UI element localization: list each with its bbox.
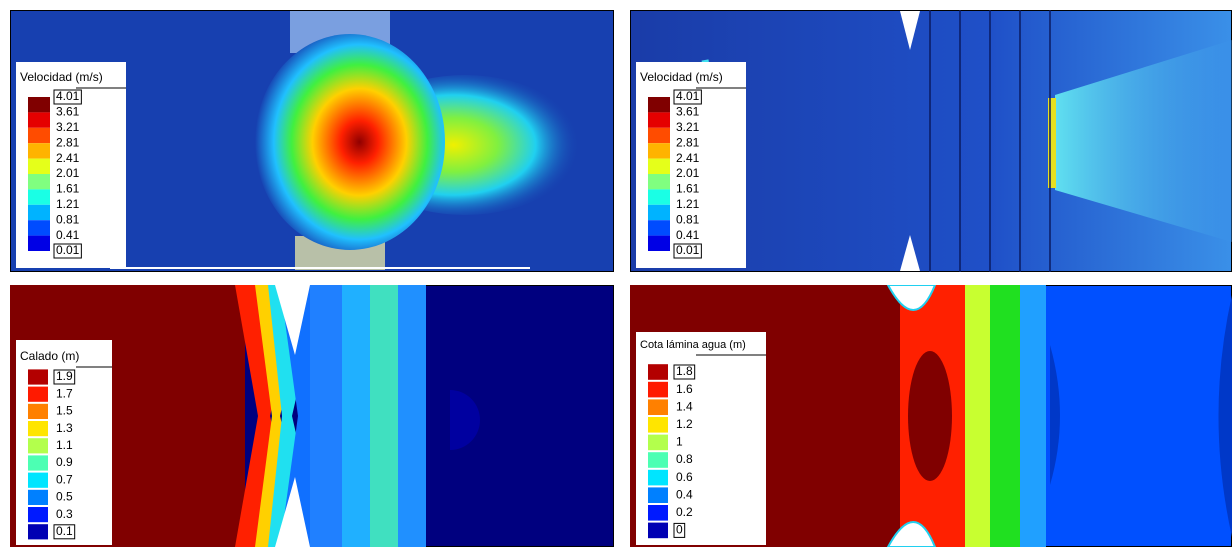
legend-label: 1.21 — [676, 197, 700, 211]
legend-label: 0.01 — [56, 243, 80, 257]
legend-swatch — [28, 455, 48, 471]
legend-label: 0.81 — [56, 212, 80, 226]
legend-label: 1.4 — [676, 399, 693, 413]
legend-label: 2.41 — [56, 151, 80, 165]
velocity-map-b: Velocidad (m/s) 4.01 3.613.212.81 2.412.01 1… — [630, 10, 1232, 272]
legend-swatch — [28, 112, 50, 128]
legend-label: 0.81 — [676, 212, 700, 226]
legend-swatch — [28, 524, 48, 540]
legend-swatch — [28, 143, 50, 159]
legend-swatch — [648, 143, 670, 159]
legend-label: 3.21 — [56, 120, 80, 134]
label-box — [673, 243, 702, 259]
legend-swatch — [648, 189, 670, 205]
legend-label: 1.21 — [56, 197, 80, 211]
legend-title: Cota lámina agua (m) — [640, 339, 746, 351]
legend-label: 0 — [676, 523, 683, 537]
legend-label: 1.61 — [56, 182, 80, 196]
water-level-map: Cota lámina agua (m) 1.8 1.6 1.4 1.2 1 0.8 0.6 0… — [630, 285, 1232, 547]
legend-swatch — [28, 438, 48, 454]
legend-label: 1.61 — [676, 182, 700, 196]
legend-swatch — [28, 472, 48, 488]
legend-label: 1.9 — [56, 369, 73, 383]
legend-swatch — [648, 522, 668, 539]
legend-label: 0.41 — [56, 228, 80, 242]
legend-swatch — [648, 399, 668, 415]
legend-swatch — [28, 386, 48, 402]
legend-swatch — [28, 189, 50, 205]
legend-label: 1.1 — [56, 438, 73, 452]
legend-label: 2.81 — [56, 135, 80, 149]
velocity-map-a: Velocidad (m/s) 4.01 3.613.212.81 2.412.01 1… — [10, 10, 614, 272]
legend-swatch — [648, 158, 670, 174]
legend-title: Velocidad (m/s) — [640, 70, 723, 84]
legend-swatch — [648, 112, 670, 128]
legend-label: 0.2 — [676, 505, 693, 519]
legend-swatch — [28, 489, 48, 505]
legend-swatch — [648, 381, 668, 398]
legend-label: 1.7 — [56, 386, 73, 400]
label-box — [53, 243, 82, 259]
legend-title: Calado (m) — [20, 349, 79, 363]
legend-label: 1.3 — [56, 421, 73, 435]
legend-label: 0.8 — [676, 452, 693, 466]
legend-label: 0.4 — [676, 487, 693, 501]
legend-label: 1 — [676, 435, 683, 449]
legend-swatch — [28, 235, 50, 251]
legend-swatch — [648, 469, 668, 486]
legend-swatch — [648, 174, 670, 190]
legend-label: 2.81 — [676, 135, 700, 149]
legend-swatch — [28, 421, 48, 437]
legend-swatch — [648, 452, 668, 468]
legend-swatch — [28, 127, 50, 144]
legend-label: 2.01 — [676, 166, 700, 180]
label-box — [53, 524, 76, 540]
label-box — [53, 369, 76, 385]
legend-swatch — [648, 434, 668, 451]
label-box — [673, 364, 696, 380]
legend-label: 0.01 — [676, 243, 700, 257]
legend-label: 3.61 — [676, 105, 700, 119]
legend-swatch — [28, 369, 48, 385]
legend-label: 3.21 — [676, 120, 700, 134]
legend-label: 1.8 — [676, 364, 693, 378]
label-box — [673, 522, 686, 538]
legend-label: 0.1 — [56, 524, 73, 538]
legend-swatch — [648, 235, 670, 251]
legend-label: 4.01 — [676, 89, 700, 103]
legend-label: 1.6 — [676, 382, 693, 396]
legend-swatch — [28, 158, 50, 174]
legend-swatch — [648, 364, 668, 380]
legend-label: 2.41 — [676, 151, 700, 165]
legend-swatch — [28, 507, 48, 523]
legend-swatch — [28, 174, 50, 190]
legend-label: 0.9 — [56, 455, 73, 469]
legend-swatch — [28, 97, 50, 113]
legend-title: Velocidad (m/s) — [20, 70, 103, 84]
legend-label: 0.5 — [56, 490, 73, 504]
label-box — [673, 89, 702, 105]
legend-label: 0.41 — [676, 228, 700, 242]
label-box — [53, 89, 82, 105]
legend-label: 4.01 — [56, 89, 80, 103]
legend-swatch — [648, 505, 668, 521]
legend-label: 1.5 — [56, 404, 73, 418]
legend-label: 3.61 — [56, 105, 80, 119]
legend-swatch — [648, 487, 668, 503]
legend-swatch — [648, 127, 670, 144]
legend-label: 0.3 — [56, 507, 73, 521]
legend-label: 1.2 — [676, 417, 693, 431]
legend-label: 0.7 — [56, 472, 73, 486]
depth-map: Calado (m) 1.9 1.7 1.5 1.3 1.1 0.9 0.7 0.5 0.3 0.1 — [10, 285, 614, 547]
legend-label: 0.6 — [676, 470, 693, 484]
legend-swatch — [648, 204, 670, 221]
legend-swatch — [28, 220, 50, 236]
legend-swatch — [648, 97, 670, 113]
legend-swatch — [648, 417, 668, 433]
legend-swatch — [28, 204, 50, 221]
legend-label: 2.01 — [56, 166, 80, 180]
legend-swatch — [28, 403, 48, 419]
legend-swatch — [648, 220, 670, 236]
